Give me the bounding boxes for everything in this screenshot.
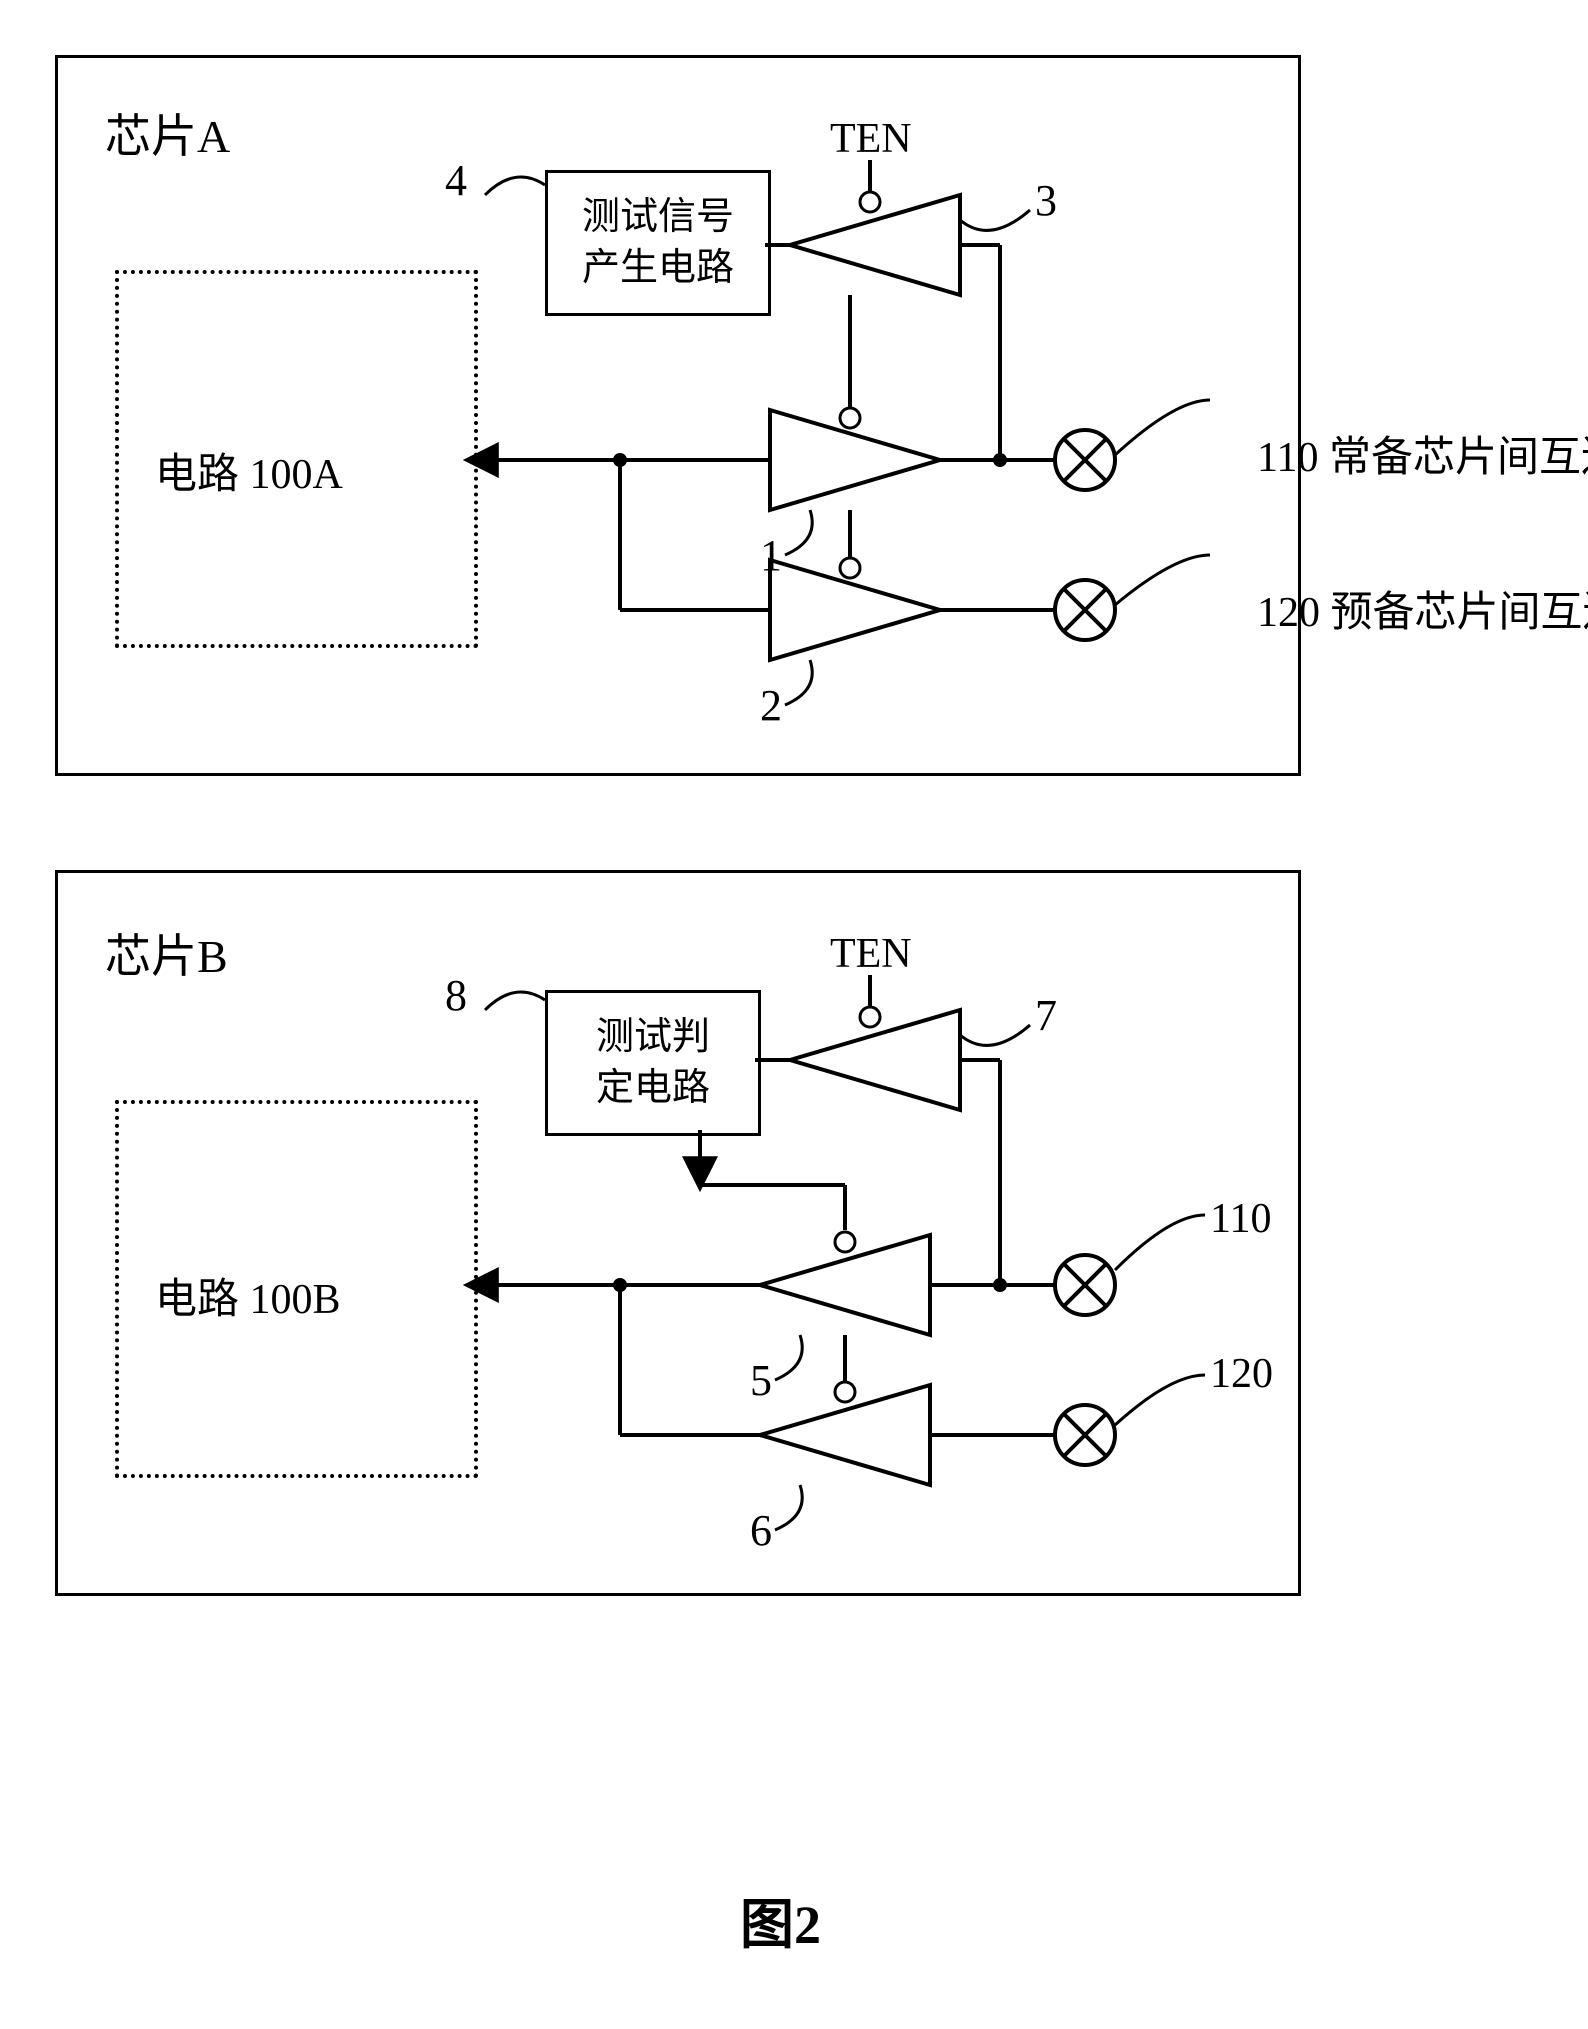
testjudge-line2: 定电路 (596, 1063, 710, 1114)
circuit-100b-label: 电路 100B (155, 1265, 341, 1326)
circuit-100a-label: 电路 100A (155, 440, 343, 501)
ref-1: 1 (760, 530, 782, 581)
chip-b-title: 芯片B (105, 920, 228, 986)
chip-a-ten-label: TEN (830, 115, 912, 163)
label-110-b: 110 (1210, 1195, 1271, 1243)
testjudge-line1: 测试判 (596, 1012, 710, 1063)
figure-canvas: 芯片A 电路 100A 测试信号 产生电路 TEN (0, 0, 1588, 2029)
testgen-line1: 测试信号 (582, 192, 734, 243)
chip-b-ten-label: TEN (830, 930, 912, 978)
ref-3: 3 (1035, 175, 1057, 226)
ref-4: 4 (445, 155, 467, 206)
label-120-b: 120 (1210, 1350, 1273, 1398)
chip-a-title: 芯片A (105, 100, 230, 166)
ref-7: 7 (1035, 990, 1057, 1041)
ref-2: 2 (760, 680, 782, 731)
ref-8: 8 (445, 970, 467, 1021)
testgen-line2: 产生电路 (582, 243, 734, 294)
label-110-a: 110 常备芯片间互连 (1215, 375, 1588, 532)
ref-5: 5 (750, 1355, 772, 1406)
label-120-a: 120 预备芯片间互连 (1215, 530, 1588, 687)
ref-6: 6 (750, 1505, 772, 1556)
figure-caption: 图2 (740, 1880, 821, 1959)
test-judge-box: 测试判 定电路 (545, 990, 761, 1136)
test-signal-gen-box: 测试信号 产生电路 (545, 170, 771, 316)
